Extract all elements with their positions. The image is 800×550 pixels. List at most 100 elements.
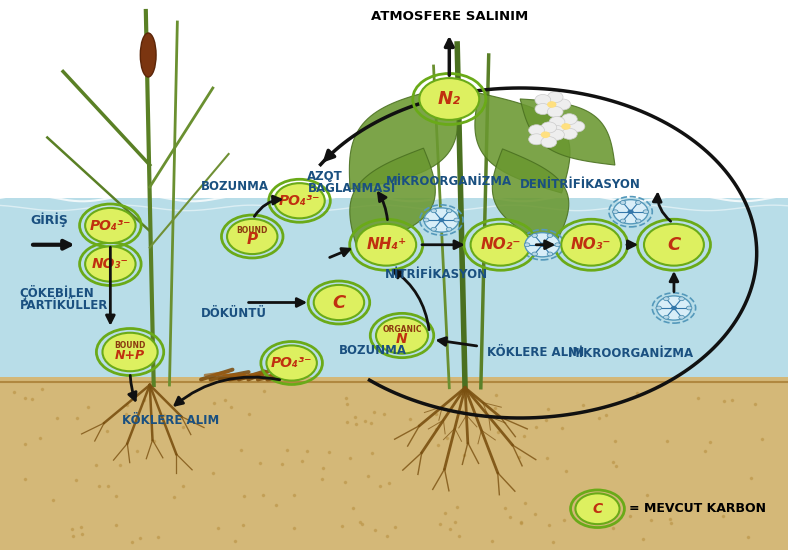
Point: [130, 447, 143, 455]
Point: [177, 482, 190, 491]
Point: [362, 472, 375, 481]
Point: [296, 457, 309, 466]
Circle shape: [679, 315, 684, 319]
Circle shape: [532, 234, 538, 238]
Circle shape: [85, 208, 135, 243]
Circle shape: [555, 99, 570, 110]
Point: [152, 533, 165, 542]
Point: [577, 400, 590, 409]
Circle shape: [562, 224, 621, 266]
Point: [71, 414, 84, 423]
Circle shape: [535, 103, 550, 114]
Point: [234, 445, 247, 454]
Point: [74, 523, 87, 532]
Point: [698, 447, 711, 456]
Point: [438, 509, 451, 518]
Point: [66, 532, 79, 541]
Point: [126, 537, 139, 546]
Point: [606, 458, 619, 467]
Circle shape: [562, 128, 578, 139]
Circle shape: [529, 125, 545, 136]
Circle shape: [541, 122, 557, 133]
Circle shape: [686, 306, 692, 310]
Point: [93, 481, 106, 490]
Point: [726, 395, 738, 404]
Text: BAĞLANMASI: BAĞLANMASI: [307, 182, 396, 195]
Circle shape: [266, 345, 317, 381]
Point: [644, 516, 657, 525]
Point: [542, 404, 554, 413]
Point: [358, 417, 371, 426]
Point: [716, 512, 729, 520]
Point: [718, 397, 730, 405]
Circle shape: [431, 227, 437, 231]
Point: [661, 436, 674, 445]
Point: [430, 410, 442, 419]
Text: GİRİŞ: GİRİŞ: [30, 213, 68, 227]
Point: [518, 431, 530, 440]
Text: PO₄³⁻: PO₄³⁻: [90, 218, 131, 233]
Point: [637, 534, 650, 543]
Point: [258, 387, 270, 395]
Text: MİKROORGANİZMA: MİKROORGANİZMA: [386, 175, 512, 188]
Point: [301, 446, 314, 455]
Point: [19, 475, 32, 483]
Point: [513, 453, 526, 462]
Point: [645, 502, 658, 511]
Text: PARTİKÜLLER: PARTİKÜLLER: [20, 299, 108, 312]
Point: [605, 504, 618, 513]
Circle shape: [547, 92, 563, 103]
Point: [599, 411, 612, 420]
Point: [499, 504, 512, 513]
Text: N+P: N+P: [115, 349, 145, 362]
Circle shape: [620, 201, 626, 205]
Text: = MEVCUT KARBON: = MEVCUT KARBON: [629, 502, 766, 515]
Point: [751, 500, 764, 509]
Point: [750, 501, 763, 510]
Point: [641, 491, 654, 499]
Point: [113, 461, 126, 470]
Point: [602, 514, 615, 523]
Circle shape: [524, 243, 530, 247]
Point: [488, 404, 501, 413]
Point: [34, 433, 46, 442]
Point: [503, 513, 516, 521]
Point: [219, 395, 232, 404]
Circle shape: [671, 306, 677, 310]
Bar: [0, 377, 788, 550]
Point: [349, 412, 362, 421]
Point: [121, 400, 134, 409]
Point: [455, 406, 468, 415]
Point: [35, 384, 48, 393]
Circle shape: [541, 136, 557, 147]
Point: [50, 414, 63, 422]
Circle shape: [431, 209, 437, 213]
Point: [364, 419, 377, 428]
Point: [76, 530, 89, 538]
Circle shape: [644, 224, 704, 266]
Point: [101, 426, 114, 435]
Point: [369, 525, 382, 534]
Text: ORGANIC: ORGANIC: [382, 325, 422, 334]
Point: [256, 490, 269, 499]
Circle shape: [547, 106, 563, 117]
Point: [346, 504, 359, 513]
Circle shape: [547, 234, 553, 238]
Ellipse shape: [140, 33, 156, 77]
Circle shape: [532, 252, 538, 256]
Point: [609, 437, 622, 446]
Circle shape: [547, 101, 557, 108]
Circle shape: [85, 246, 135, 282]
Text: NİTRİFİKASYON: NİTRİFİKASYON: [385, 268, 488, 282]
Point: [490, 390, 502, 399]
Point: [515, 518, 528, 526]
Point: [208, 399, 221, 408]
Point: [228, 536, 241, 545]
Circle shape: [541, 131, 550, 138]
Point: [339, 393, 352, 402]
Polygon shape: [492, 149, 569, 247]
Point: [341, 418, 354, 427]
Text: NO₃⁻: NO₃⁻: [92, 257, 129, 271]
Circle shape: [562, 114, 578, 125]
Point: [558, 516, 570, 525]
